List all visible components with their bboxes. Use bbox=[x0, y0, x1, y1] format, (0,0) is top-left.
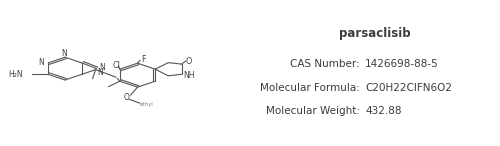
Text: N: N bbox=[38, 58, 44, 67]
Text: F: F bbox=[141, 55, 145, 64]
Text: NH: NH bbox=[183, 71, 194, 80]
Text: ethyl: ethyl bbox=[140, 102, 153, 107]
Text: C20H22ClFN6O2: C20H22ClFN6O2 bbox=[365, 83, 452, 93]
Text: 1426698-88-5: 1426698-88-5 bbox=[365, 59, 439, 69]
Text: Molecular Weight:: Molecular Weight: bbox=[266, 106, 360, 116]
Text: parsaclisib: parsaclisib bbox=[339, 27, 411, 40]
Text: H₂N: H₂N bbox=[8, 69, 23, 79]
Text: Cl: Cl bbox=[112, 61, 120, 70]
Text: O: O bbox=[124, 93, 130, 102]
Text: N: N bbox=[99, 63, 105, 72]
Text: N: N bbox=[98, 68, 103, 77]
Text: O: O bbox=[186, 57, 192, 66]
Text: CAS Number:: CAS Number: bbox=[290, 59, 360, 69]
Text: N: N bbox=[61, 49, 66, 58]
Text: 432.88: 432.88 bbox=[365, 106, 402, 116]
Text: Molecular Formula:: Molecular Formula: bbox=[260, 83, 360, 93]
